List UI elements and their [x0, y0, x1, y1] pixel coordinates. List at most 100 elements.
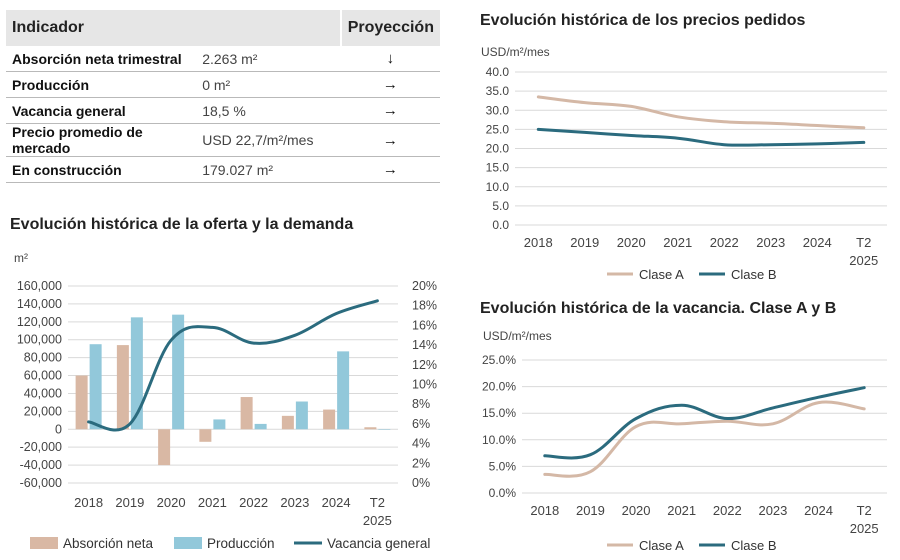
y2-tick-label: 10% [412, 378, 437, 392]
x-tick-label: T2 [370, 495, 385, 510]
series-line-clase-b [536, 127, 866, 147]
arrow-right-icon: → [340, 156, 440, 183]
x-tick-label: 2025 [850, 521, 879, 536]
y-tick-label: 100,000 [17, 333, 62, 347]
x-tick-label: 2021 [667, 503, 696, 518]
y-tick-label: -20,000 [20, 440, 62, 454]
arrow-right-icon: → [340, 97, 440, 124]
arrow-right-icon: → [340, 71, 440, 98]
indicator-label: Absorción neta trimestral [6, 46, 197, 72]
indicator-label: Precio promedio de mercado [6, 123, 197, 157]
row-spacer [321, 46, 341, 72]
legend-label: Producción [207, 536, 275, 551]
x-tick-label: 2019 [570, 235, 599, 250]
supply-demand-title: Evolución histórica de la oferta y la de… [10, 216, 354, 233]
bar-absorcion-neta [281, 415, 294, 430]
y-tick-label: 35.0 [486, 84, 510, 98]
bar-produccion [172, 314, 185, 430]
y-tick-label: 160,000 [17, 279, 62, 293]
series-line-clase-a [543, 400, 866, 478]
y-axis-label: m² [14, 251, 28, 265]
legend-label: Clase A [639, 267, 684, 282]
x-tick-label: 2024 [803, 235, 832, 250]
y-tick-label: -40,000 [20, 458, 62, 472]
bar-absorcion-neta [240, 397, 253, 430]
bar-absorcion-neta [323, 409, 336, 430]
arrow-down-icon: ↓ [340, 46, 440, 72]
indicator-value: USD 22,7/m²/mes [196, 123, 322, 157]
y-tick-label: 60,000 [24, 369, 62, 383]
bar-absorcion-neta [364, 427, 377, 430]
bar-produccion [254, 423, 267, 430]
bar-absorcion-neta [158, 429, 171, 466]
x-tick-label: 2018 [530, 503, 559, 518]
table-header-row: Indicador Proyección [6, 10, 440, 46]
y2-tick-label: 4% [412, 437, 430, 451]
x-tick-label: 2019 [576, 503, 605, 518]
x-tick-label: 2024 [804, 503, 833, 518]
x-tick-label: 2020 [617, 235, 646, 250]
bar-produccion [378, 429, 391, 430]
table-row: Absorción neta trimestral 2.263 m² ↓ [6, 46, 440, 72]
y-tick-label: 25.0% [482, 353, 516, 367]
indicator-value: 179.027 m² [196, 156, 322, 183]
legend-label: Clase A [639, 538, 684, 553]
y-tick-label: 0 [55, 422, 62, 436]
x-tick-label: 2022 [710, 235, 739, 250]
y-axis-label: USD/m²/mes [481, 45, 550, 59]
y-tick-label: 80,000 [24, 351, 62, 365]
y2-tick-label: 12% [412, 358, 437, 372]
row-spacer [321, 71, 341, 98]
y-tick-label: 5.0% [489, 459, 517, 473]
header-projection: Proyección [339, 10, 440, 46]
x-tick-label: 2018 [74, 495, 103, 510]
indicator-label: Vacancia general [6, 97, 197, 124]
indicator-table: Indicador Proyección Absorción neta trim… [6, 10, 440, 183]
row-spacer [321, 97, 341, 124]
series-line-vacancia-general [87, 299, 379, 432]
y2-tick-label: 6% [412, 417, 430, 431]
header-spacer [196, 10, 341, 46]
y-tick-label: 5.0 [492, 199, 509, 213]
vacancy-chart: USD/m²/mes 25.0% 20.0% 15.0% 10.0% 5.0% 0.0% 20… [482, 329, 887, 553]
row-spacer [321, 123, 341, 157]
x-tick-label: 2022 [713, 503, 742, 518]
row-spacer [321, 156, 341, 183]
y-tick-label: 10.0 [486, 180, 510, 194]
y-tick-label: 0.0% [489, 486, 517, 500]
x-tick-label: 2020 [622, 503, 651, 518]
y-tick-label: 120,000 [17, 315, 62, 329]
x-tick-label: 2022 [239, 495, 268, 510]
x-tick-label: 2023 [758, 503, 787, 518]
legend-label: Clase B [731, 538, 777, 553]
y2-tick-label: 0% [412, 476, 430, 490]
y2-tick-label: 14% [412, 338, 437, 352]
bar-absorcion-neta [116, 345, 129, 430]
y2-tick-label: 2% [412, 456, 430, 470]
table-row: Precio promedio de mercado USD 22,7/m²/me… [6, 123, 440, 157]
y-tick-label: 30.0 [486, 103, 510, 117]
x-tick-label: T2 [857, 503, 872, 518]
y-tick-label: 20.0 [486, 142, 510, 156]
y-tick-label: 0.0 [492, 218, 509, 232]
y2-tick-label: 20% [412, 279, 437, 293]
y-tick-label: 15.0% [482, 406, 516, 420]
bar-produccion [89, 344, 102, 430]
y-axis-label: USD/m²/mes [483, 329, 552, 343]
table-row: Vacancia general 18,5 % → [6, 97, 440, 124]
supply-demand-chart: m² 160,000 140,000 120,000 100,000 80,000 60,0… [14, 251, 437, 551]
y-tick-label: 15.0 [486, 161, 510, 175]
x-tick-label: 2021 [198, 495, 227, 510]
y2-tick-label: 16% [412, 318, 437, 332]
y-tick-label: 20.0% [482, 380, 516, 394]
x-tick-label: 2023 [756, 235, 785, 250]
series-line-clase-b [543, 386, 866, 460]
y2-tick-label: 18% [412, 299, 437, 313]
x-tick-label: 2019 [115, 495, 144, 510]
prices-chart: USD/m²/mes 40.0 35.0 30.0 25.0 20.0 15.0 10.0 5.… [481, 45, 887, 282]
x-tick-label: 2024 [322, 495, 351, 510]
table-row: En construcción 179.027 m² → [6, 156, 440, 183]
legend-label: Clase B [731, 267, 777, 282]
x-tick-label: T2 [856, 235, 871, 250]
indicator-label: Producción [6, 71, 197, 98]
